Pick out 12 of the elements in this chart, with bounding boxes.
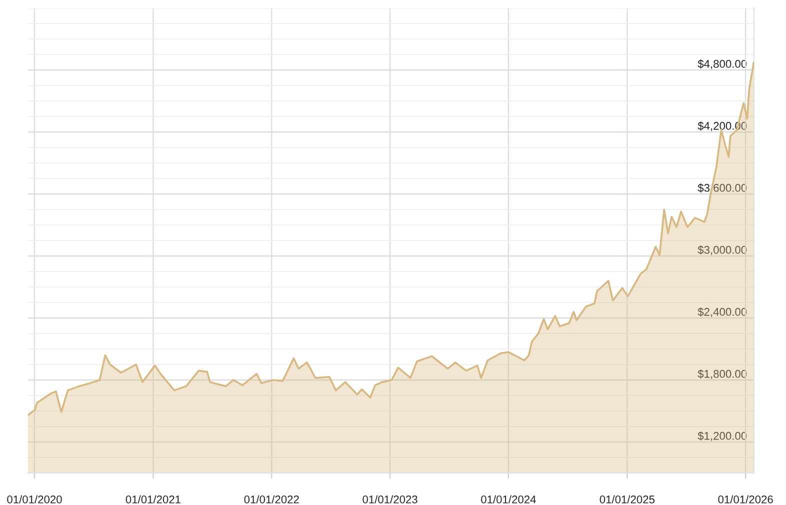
x-tick-label: 01/01/2023 bbox=[362, 495, 418, 504]
y-tick-label: $1,200.00 bbox=[698, 431, 747, 442]
x-tick-label: 01/01/2022 bbox=[244, 495, 299, 504]
y-tick-label: $1,800.00 bbox=[698, 369, 747, 380]
y-tick-label: $4,800.00 bbox=[698, 59, 747, 70]
y-tick-label: $3,000.00 bbox=[698, 245, 747, 256]
x-tick-label: 01/01/2025 bbox=[600, 495, 655, 504]
x-tick-label: 01/01/2024 bbox=[481, 495, 536, 504]
x-tick-label: 01/01/2020 bbox=[7, 495, 62, 504]
y-tick-label: $2,400.00 bbox=[698, 307, 747, 318]
x-tick-label: 01/01/2021 bbox=[126, 495, 180, 504]
x-tick-label: 01/01/2026 bbox=[718, 495, 773, 504]
